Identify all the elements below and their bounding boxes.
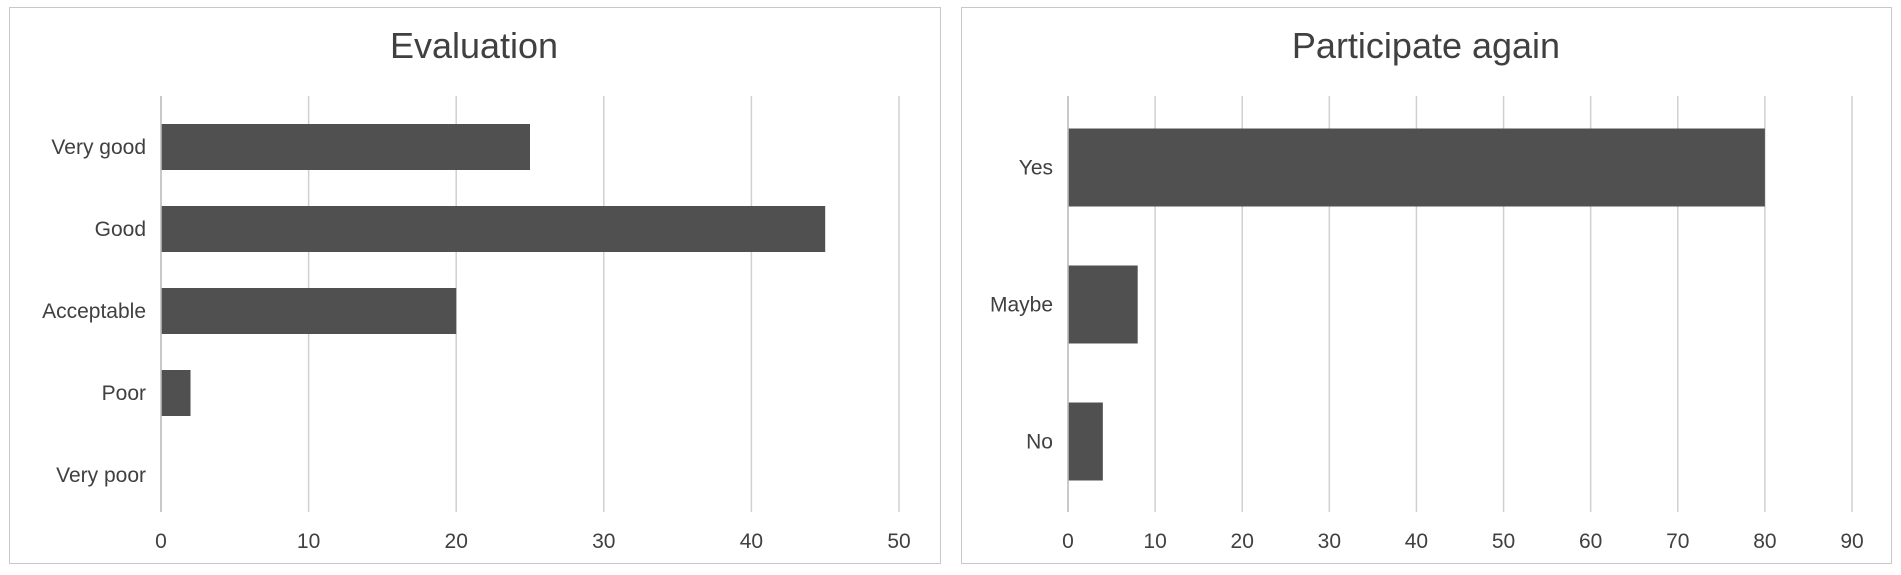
participate-again-category-label-yes: Yes xyxy=(1019,157,1053,180)
evaluation-bar-poor xyxy=(161,370,191,416)
participate-again-tick-label-50: 50 xyxy=(1492,530,1515,553)
participate-again-tick-label-90: 90 xyxy=(1840,530,1863,553)
participate-again-bar-yes xyxy=(1068,128,1765,207)
evaluation-category-label-very-poor: Very poor xyxy=(56,464,146,487)
evaluation-bar-good xyxy=(161,206,826,252)
participate-again-tick-label-20: 20 xyxy=(1231,530,1254,553)
participate-again-tick-label-60: 60 xyxy=(1579,530,1602,553)
participate-again-tick-label-30: 30 xyxy=(1318,530,1341,553)
evaluation-tick-label-50: 50 xyxy=(887,530,910,553)
chart-panel-participate-again: Participate again 0 10 20 30 40 50 60 70 80 90 Yes M… xyxy=(961,7,1892,564)
participate-again-tick-label-80: 80 xyxy=(1753,530,1776,553)
evaluation-bar-very-good xyxy=(161,124,530,170)
participate-again-bar-no xyxy=(1068,402,1103,481)
evaluation-chart: Evaluation 0 10 20 30 40 50 Very good Good Accept… xyxy=(42,25,911,553)
evaluation-bar-acceptable xyxy=(161,288,457,334)
evaluation-tick-label-0: 0 xyxy=(155,530,167,553)
evaluation-tick-label-40: 40 xyxy=(740,530,763,553)
evaluation-category-label-very-good: Very good xyxy=(51,136,146,159)
participate-again-tick-label-0: 0 xyxy=(1062,530,1074,553)
participate-again-bar-maybe xyxy=(1068,265,1138,344)
chart-panel-evaluation: Evaluation 0 10 20 30 40 50 Very good Good Accept… xyxy=(9,7,941,564)
evaluation-tick-label-20: 20 xyxy=(445,530,468,553)
evaluation-chart-title: Evaluation xyxy=(390,25,558,66)
evaluation-tick-label-30: 30 xyxy=(592,530,615,553)
participate-again-tick-label-70: 70 xyxy=(1666,530,1689,553)
participate-again-category-label-maybe: Maybe xyxy=(990,294,1053,317)
evaluation-category-label-acceptable: Acceptable xyxy=(42,300,146,323)
participate-again-category-label-no: No xyxy=(1026,431,1053,454)
participate-again-chart-title: Participate again xyxy=(1292,25,1560,66)
evaluation-tick-label-10: 10 xyxy=(297,530,320,553)
evaluation-category-label-poor: Poor xyxy=(102,382,146,405)
participate-again-chart: Participate again 0 10 20 30 40 50 60 70 80 90 Yes M… xyxy=(990,25,1864,553)
participate-again-tick-label-10: 10 xyxy=(1143,530,1166,553)
participate-again-tick-label-40: 40 xyxy=(1405,530,1428,553)
evaluation-category-label-good: Good xyxy=(95,218,146,241)
